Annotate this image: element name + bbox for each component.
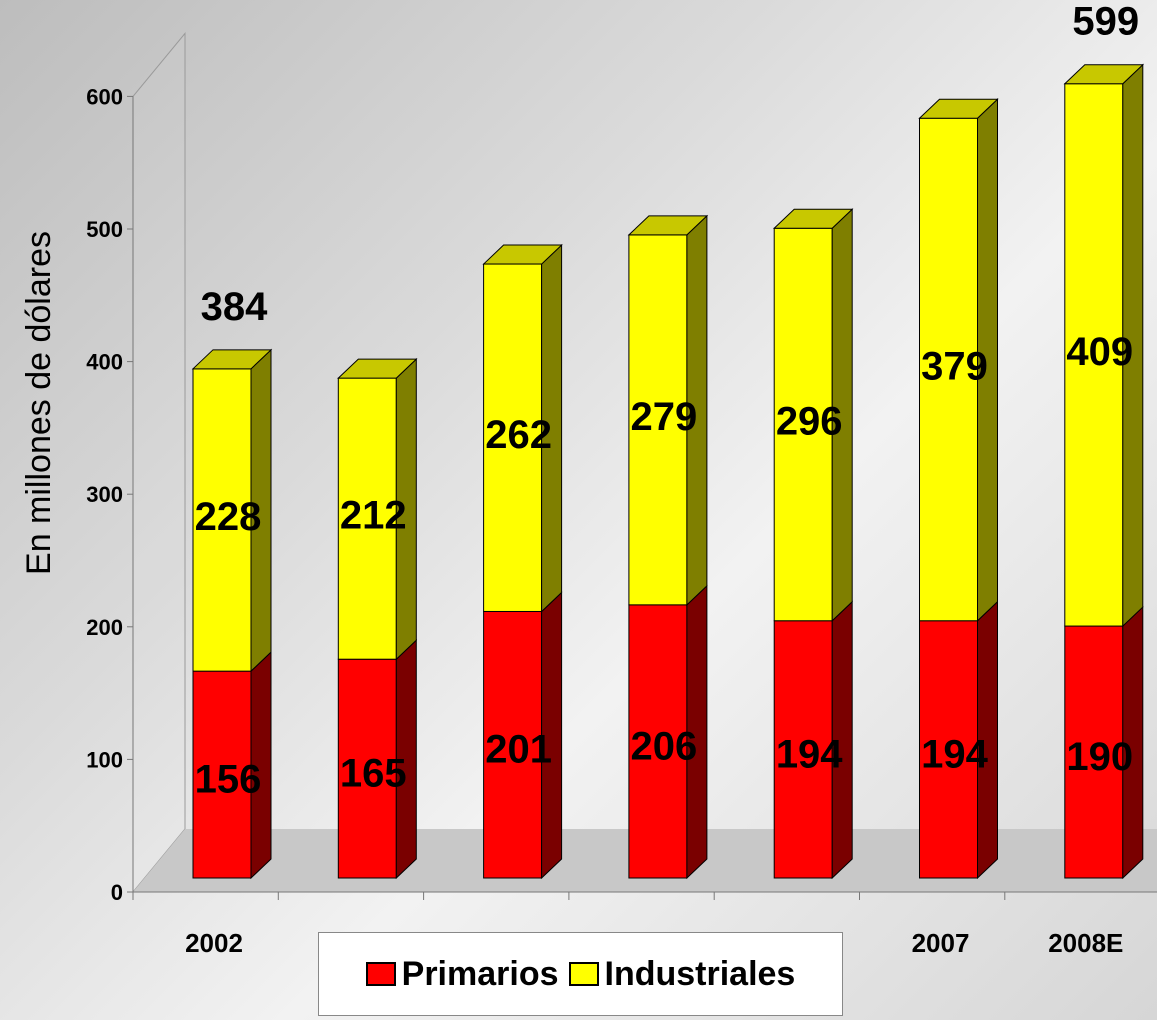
bar-front xyxy=(337,658,397,879)
data-label-industriales: 279 xyxy=(631,395,698,439)
bar-front xyxy=(773,227,833,622)
bar-front xyxy=(773,620,833,879)
data-label-primarios: 194 xyxy=(921,732,988,776)
data-label-industriales: 409 xyxy=(1066,330,1133,374)
data-label-primarios: 165 xyxy=(340,752,407,796)
y-tick-label: 600 xyxy=(86,84,123,109)
y-tick-label: 300 xyxy=(86,482,123,507)
data-label-industriales: 228 xyxy=(195,495,262,539)
bar-primarios-2008E xyxy=(1064,605,1144,880)
legend-item-industriales: Industriales xyxy=(568,954,796,994)
data-labels: 156 228 165 212 201 262 206 279 194 296 194 379 190 4… xyxy=(195,0,1140,802)
legend-swatch-primarios xyxy=(365,962,396,986)
bar-front xyxy=(192,368,252,672)
bar-top xyxy=(191,349,273,370)
y-tick-label: 500 xyxy=(86,217,123,242)
data-label-primarios: 190 xyxy=(1066,735,1133,779)
total-label: 599 xyxy=(1072,0,1139,44)
data-label-primarios: 201 xyxy=(485,728,552,772)
y-axis-title: En millones de dólares xyxy=(20,231,58,575)
legend-label-industriales: Industriales xyxy=(604,954,796,993)
bar-front xyxy=(337,377,397,660)
bar-primarios-2003 xyxy=(337,639,417,880)
bar-front xyxy=(483,263,543,612)
bar-top xyxy=(482,244,563,265)
bar-front xyxy=(919,117,978,622)
bar-primarios-2006 xyxy=(773,600,853,880)
data-label-primarios: 194 xyxy=(776,732,843,776)
y-axis-ticks: 0 100 200 300 400 500 600 xyxy=(86,84,133,905)
bar-top xyxy=(337,358,418,379)
bar-primarios-2005 xyxy=(628,584,708,880)
y-tick-label: 200 xyxy=(86,615,123,640)
bar-primarios-2004 xyxy=(483,591,563,880)
bar-front xyxy=(1064,83,1124,627)
bar-industriales-2008E xyxy=(1063,63,1145,628)
x-tick-label: 2008E xyxy=(1048,928,1123,958)
bar-industriales-2002 xyxy=(191,348,273,673)
bar-front xyxy=(919,620,978,879)
x-tick-label: 2007 xyxy=(912,928,970,958)
data-label-industriales: 379 xyxy=(921,344,988,388)
data-label-industriales: 212 xyxy=(340,494,407,538)
bar-industriales-2007 xyxy=(918,98,999,622)
y-tick-label: 0 xyxy=(111,880,123,905)
bar-top xyxy=(1063,64,1145,85)
y-tick-label: 400 xyxy=(86,350,123,375)
data-label-industriales: 296 xyxy=(776,400,843,444)
bar-top xyxy=(627,215,709,236)
bar-industriales-2003 xyxy=(337,357,418,661)
bar-industriales-2004 xyxy=(482,243,563,613)
total-label: 384 xyxy=(201,285,268,329)
bars xyxy=(191,63,1145,880)
data-label-primarios: 156 xyxy=(195,758,262,802)
data-label-industriales: 262 xyxy=(485,413,552,457)
bar-front xyxy=(1064,625,1124,879)
legend-label-primarios: Primarios xyxy=(401,954,559,993)
bar-top xyxy=(772,208,854,229)
bar-primarios-2002 xyxy=(192,650,272,880)
bar-front xyxy=(628,234,688,606)
bar-industriales-2006 xyxy=(772,208,854,622)
y-tick-label: 100 xyxy=(86,747,123,772)
bar-top xyxy=(918,98,999,119)
legend-swatch-industriales xyxy=(568,962,599,986)
data-label-primarios: 206 xyxy=(631,724,698,768)
legend-item-primarios: Primarios xyxy=(365,954,559,994)
bar-front xyxy=(483,610,543,879)
bar-industriales-2005 xyxy=(627,214,709,607)
bar-primarios-2007 xyxy=(919,600,998,880)
side-wall xyxy=(132,32,186,894)
x-tick-label: 2002 xyxy=(185,928,243,958)
legend: Primarios Industriales xyxy=(318,932,843,1016)
